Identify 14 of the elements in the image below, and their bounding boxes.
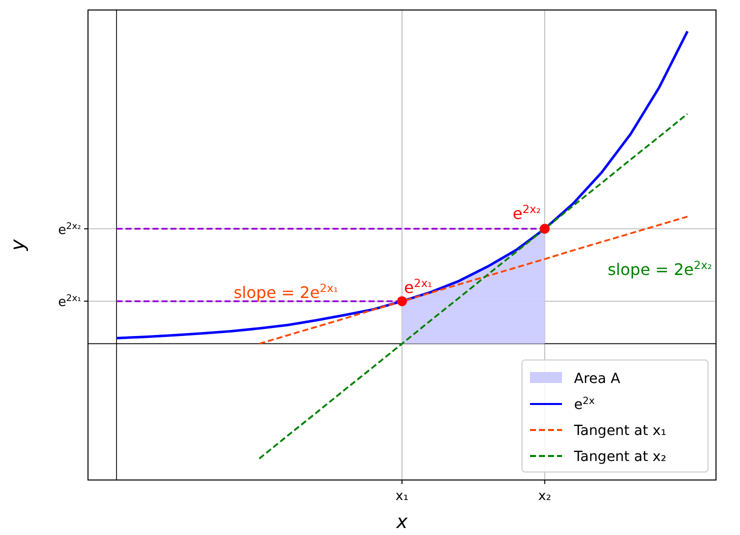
legend-label: Tangent at x₁ xyxy=(573,423,666,439)
x-axis-title: x xyxy=(395,511,408,533)
legend-label: Area A xyxy=(574,371,621,387)
ref-line-label: e$^{2x₂}$ xyxy=(58,222,82,238)
ref-line-label: e$^{2x₁}$ xyxy=(58,294,82,310)
legend-label: Tangent at x₂ xyxy=(573,449,666,465)
annotation: e$^{2x₁}$ xyxy=(404,276,432,298)
x-tick-label: x₁ xyxy=(396,489,408,504)
annotation: slope = 2e$^{2x₂}$ xyxy=(608,258,712,279)
legend-label: e$^{2x}$ xyxy=(574,396,595,413)
x-tick-label: x₂ xyxy=(538,489,552,504)
y-axis-title: y xyxy=(7,238,29,252)
annotation: slope = 2e$^{2x₁}$ xyxy=(234,282,338,302)
annotation: e$^{2x₂}$ xyxy=(512,202,541,223)
